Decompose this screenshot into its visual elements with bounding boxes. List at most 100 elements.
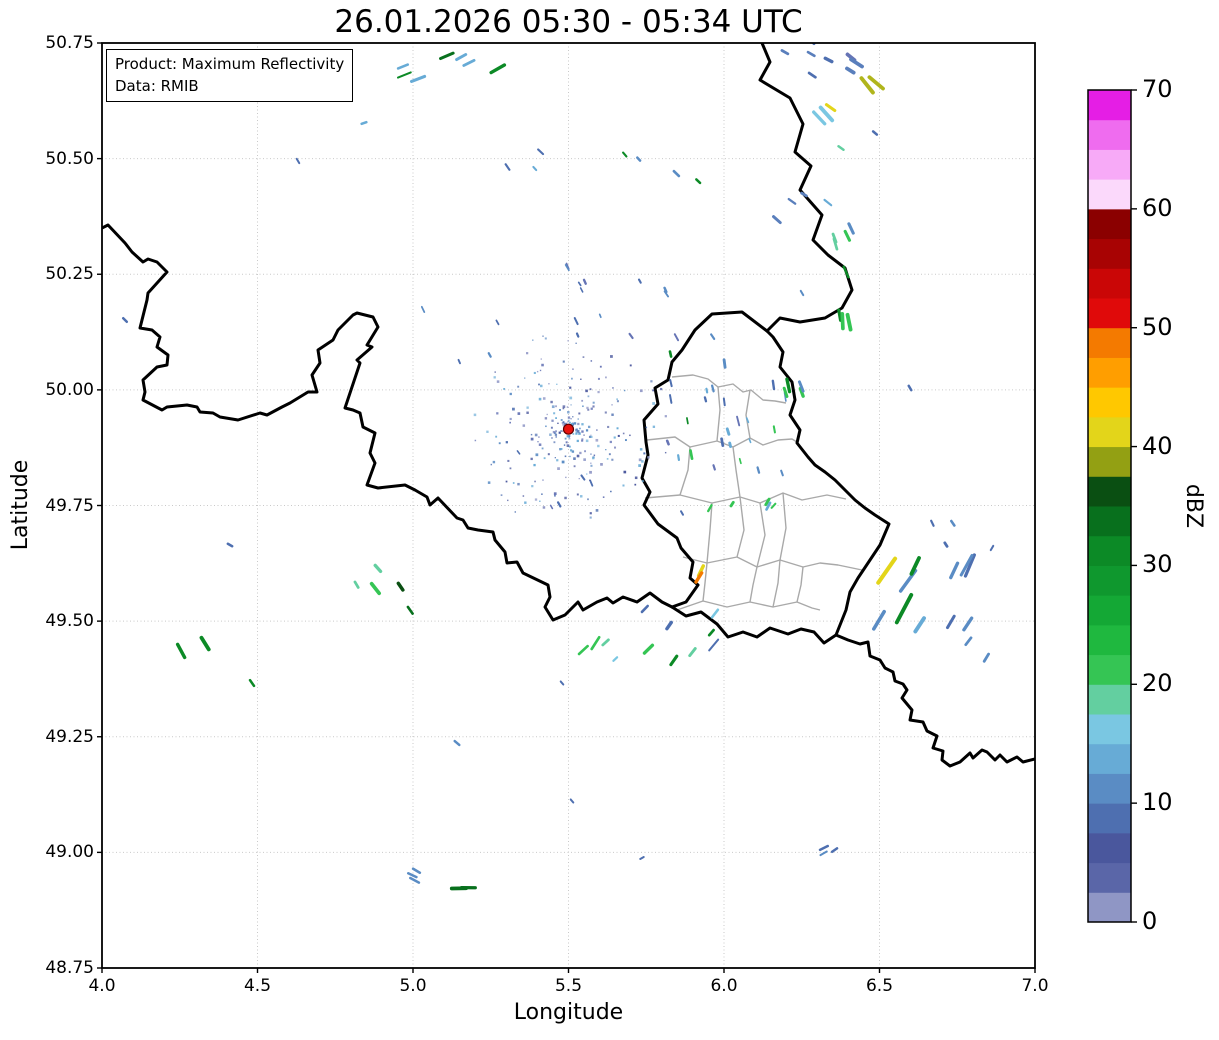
echo-streak: [845, 312, 853, 332]
map-borders: [102, 43, 1035, 768]
echo-streak: [824, 103, 837, 113]
regional-border: [702, 562, 708, 602]
echo-streak: [819, 850, 828, 857]
echo-streak: [598, 313, 602, 319]
echo-streak: [672, 169, 681, 178]
echo-streak: [406, 872, 418, 879]
echo-streak: [785, 377, 792, 394]
colorbar-tick-label: 20: [1142, 669, 1173, 698]
echo-streak: [248, 678, 256, 688]
regional-border: [756, 502, 766, 568]
echo-streak: [573, 317, 579, 326]
colorbar-band: [1088, 119, 1131, 150]
colorbar-band: [1088, 90, 1131, 121]
echo-streak: [537, 148, 545, 156]
x-tick-label: 6.5: [865, 976, 894, 996]
map-gridlines: [101, 42, 1036, 969]
echo-streak: [564, 264, 570, 272]
echo-streak: [722, 358, 727, 369]
echo-streak: [628, 332, 634, 340]
echo-streak: [669, 654, 679, 667]
echo-streak: [780, 49, 790, 56]
echo-streak: [175, 642, 187, 660]
echo-streak: [748, 438, 752, 444]
echo-streak: [121, 316, 129, 324]
colorbar-band: [1088, 327, 1131, 358]
echo-streak: [579, 287, 584, 293]
echo-streak: [590, 635, 601, 651]
echo-streak: [909, 556, 921, 576]
y-tick-label: 49.75: [45, 495, 94, 516]
echo-streak: [842, 265, 850, 279]
echo-streak: [686, 417, 689, 425]
x-tick-label: 5.5: [554, 976, 583, 996]
echo-streak: [949, 561, 960, 580]
echo-streak: [771, 379, 776, 391]
y-tick-label: 50.75: [45, 33, 94, 53]
x-tick-label: 7.0: [1021, 976, 1049, 996]
echo-streak: [636, 156, 642, 162]
echo-streak: [707, 504, 713, 513]
echo-streak: [680, 510, 684, 516]
echo-streak: [812, 110, 827, 126]
echo-streak: [406, 605, 414, 615]
echo-streak: [409, 876, 421, 884]
echo-streak: [989, 544, 995, 552]
echo-streak: [622, 151, 628, 158]
colorbar-band: [1088, 832, 1131, 864]
echo-streak: [797, 380, 805, 393]
echo-streak: [639, 856, 645, 860]
x-tick-label: 4.0: [88, 976, 116, 996]
colorbar-band: [1088, 357, 1131, 388]
colorbar-band: [1088, 595, 1131, 626]
echo-streak: [823, 56, 834, 64]
echo-streak: [807, 71, 817, 79]
national-border: [765, 329, 891, 637]
colorbar-tick-label: 30: [1142, 550, 1173, 579]
echo-streak: [962, 616, 974, 632]
echo-streak: [710, 384, 715, 393]
colorbar-band: [1088, 238, 1131, 269]
ground-clutter: [473, 335, 667, 519]
national-border: [834, 633, 1035, 768]
colorbar-band: [1088, 624, 1131, 656]
echo-streak: [411, 867, 422, 875]
echo-streak: [806, 50, 816, 58]
echo-streak: [849, 57, 864, 69]
colorbar-label: dBZ: [1181, 483, 1206, 529]
colorbar-tick-label: 40: [1142, 431, 1173, 460]
colorbar-band: [1088, 208, 1131, 240]
colorbar-tick-label: 50: [1142, 312, 1173, 341]
echo-streak: [703, 396, 708, 403]
echo-streak: [913, 616, 926, 634]
echo-streak: [373, 563, 383, 573]
echo-streak: [943, 541, 949, 548]
echo-streak: [457, 358, 461, 365]
echo-streak: [832, 237, 839, 251]
colorbar-tick-label: 60: [1142, 193, 1173, 222]
regional-border: [736, 496, 745, 558]
echo-streak: [945, 614, 956, 630]
echo-streak: [982, 652, 990, 663]
echo-streak: [677, 454, 681, 462]
echo-streak: [840, 311, 845, 331]
echo-streak: [295, 157, 301, 165]
echo-streak: [640, 604, 649, 614]
echo-streak: [736, 415, 741, 427]
colorbar-band: [1088, 654, 1131, 685]
echo-streak: [582, 278, 587, 285]
figure-title: 26.01.2026 05:30 - 05:34 UTC: [334, 4, 803, 40]
echo-streak: [845, 66, 856, 75]
y-tick-label: 48.75: [45, 958, 94, 978]
colorbar-band: [1088, 298, 1131, 329]
regional-border: [749, 566, 758, 603]
echo-streak: [575, 332, 580, 338]
y-tick-label: 50.50: [45, 148, 94, 169]
colorbar-band: [1088, 684, 1131, 715]
regional-border: [676, 600, 821, 611]
national-border: [640, 310, 769, 609]
echo-streak: [867, 75, 885, 91]
colorbar-band: [1088, 565, 1131, 596]
regional-border: [679, 446, 691, 496]
echo-streak: [226, 542, 234, 548]
